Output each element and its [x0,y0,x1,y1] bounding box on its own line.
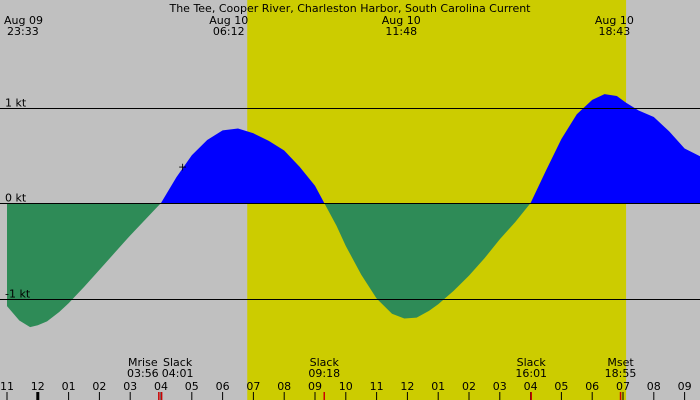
event-name: Slack [310,356,340,369]
event-name: Mrise [128,356,158,369]
y-tick-label: 0 kt [5,192,27,205]
top-event-date: Aug 09 [4,14,43,27]
top-event-time: 18:43 [599,25,631,38]
hour-label: 09 [308,380,322,393]
hour-label: 01 [62,380,76,393]
annotations: + [178,161,187,174]
top-event-date: Aug 10 [382,14,421,27]
event-name: Slack [163,356,193,369]
ebb-current-area [7,203,700,328]
hour-label: 12 [400,380,414,393]
hour-label: 07 [246,380,260,393]
hour-label: 06 [585,380,599,393]
event-time: 03:56 [127,367,159,380]
bottom-events: Mrise03:56Slack04:01Slack09:18Slack16:01… [127,356,636,380]
hour-label: 02 [462,380,476,393]
event-name: Mset [607,356,634,369]
event-time: 09:18 [308,367,340,380]
hour-label: 11 [0,380,14,393]
flood-current-area [7,94,700,203]
top-event-time: 11:48 [385,25,417,38]
hour-label: 05 [185,380,199,393]
hour-label: 04 [524,380,538,393]
hour-label: 06 [216,380,230,393]
y-tick-label: -1 kt [5,288,31,301]
hour-label: 09 [678,380,692,393]
hour-label: 07 [616,380,630,393]
gridlines [0,108,700,300]
hour-label: 04 [154,380,168,393]
hour-labels: 11 12 01 02 03 04 05 06 07 08 09 10 11 12 01 02 03 04 05 06… [0,380,692,393]
hour-label: 01 [431,380,445,393]
hour-label: 03 [493,380,507,393]
hour-ticks [6,392,686,400]
top-event-date: Aug 10 [595,14,634,27]
top-event-time: 06:12 [213,25,245,38]
hour-label: 08 [277,380,291,393]
y-tick-label: 1 kt [5,97,27,110]
hour-label: 03 [123,380,137,393]
y-axis-labels: 1 kt 0 kt -1 kt [5,97,31,301]
chart-title: The Tee, Cooper River, Charleston Harbor… [168,2,531,15]
hour-label: 11 [370,380,384,393]
event-markers [158,392,622,400]
event-name: Slack [517,356,547,369]
top-event-time: 23:33 [7,25,39,38]
event-time: 18:55 [605,367,637,380]
hour-label: 02 [92,380,106,393]
annotation-marker: + [178,161,187,174]
event-time: 04:01 [162,367,194,380]
event-time: 16:01 [515,367,547,380]
top-event-date: Aug 10 [209,14,248,27]
hour-label: 05 [554,380,568,393]
hour-label: 08 [647,380,661,393]
hour-label: 12 [31,380,45,393]
hour-label: 10 [339,380,353,393]
